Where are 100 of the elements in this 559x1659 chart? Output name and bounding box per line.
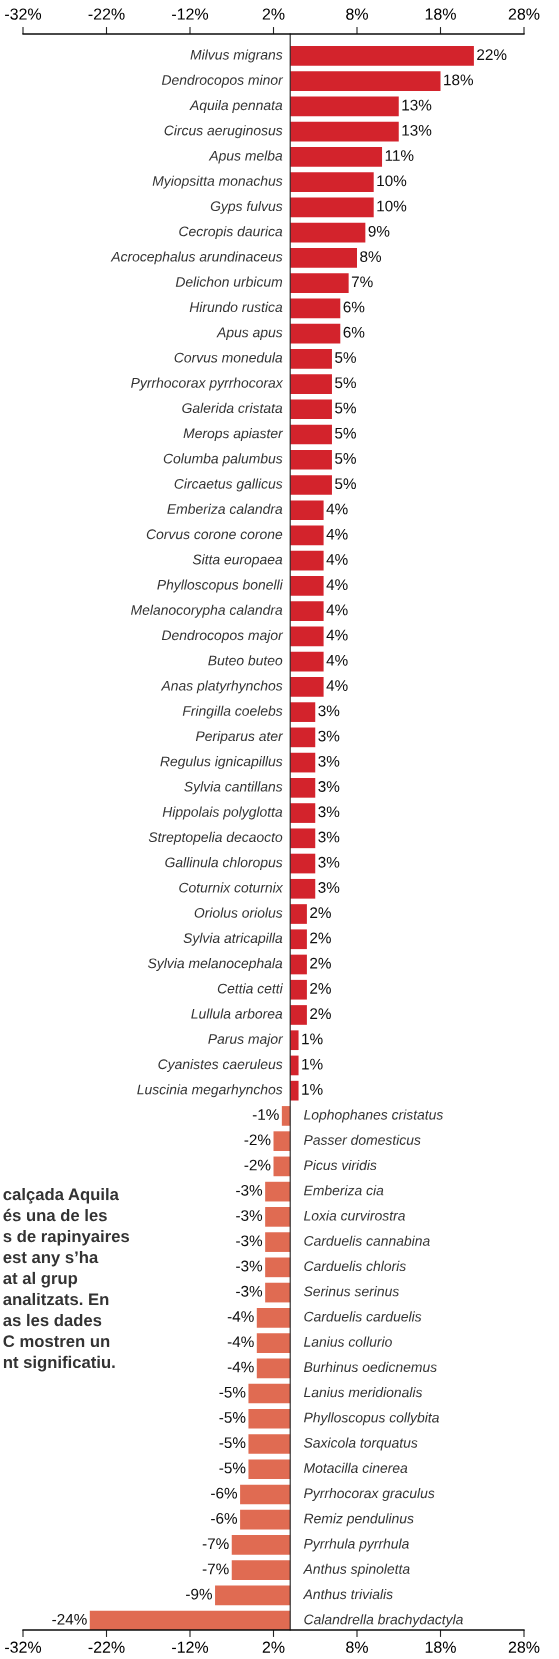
y-tick-label: Galerida cristata xyxy=(182,402,283,414)
bar xyxy=(290,601,324,622)
data-label: 2% xyxy=(310,1008,331,1020)
data-label: 3% xyxy=(318,882,340,893)
y-tick-label: Pyrrhula pyrrhula xyxy=(303,1538,409,1552)
y-tick-label: Emberiza cia xyxy=(303,1185,384,1196)
bar xyxy=(290,929,307,950)
bar xyxy=(290,777,316,798)
bar xyxy=(248,1383,291,1404)
x2-tick-label: -32% xyxy=(5,8,42,20)
data-label: 13% xyxy=(402,99,432,111)
bar xyxy=(281,1106,291,1126)
x2-tick-label: -22% xyxy=(88,8,125,20)
data-label: -5% xyxy=(219,1462,246,1474)
bar xyxy=(273,1156,291,1177)
y-tick-label: Periparus ater xyxy=(195,730,284,744)
data-label: -3% xyxy=(236,1184,263,1196)
data-label: 3% xyxy=(318,806,340,818)
bar xyxy=(290,550,324,571)
bar xyxy=(290,727,316,748)
x-tick-label: -12% xyxy=(172,1641,209,1653)
y-tick-label: Lanius meridionalis xyxy=(303,1387,423,1398)
bar xyxy=(290,172,374,192)
bar xyxy=(290,853,316,874)
bar xyxy=(240,1509,291,1530)
data-label: -2% xyxy=(244,1159,271,1171)
data-label: -6% xyxy=(211,1487,238,1499)
x-tick-label: 18% xyxy=(425,1641,456,1653)
bar xyxy=(290,46,474,66)
bar xyxy=(248,1434,291,1454)
bar xyxy=(265,1282,291,1303)
y-tick-label: Sylvia cantillans xyxy=(184,781,283,795)
bar xyxy=(290,904,307,924)
bar xyxy=(290,1055,299,1076)
y-tick-label: Streptopelia decaocto xyxy=(148,831,283,845)
bar xyxy=(290,197,374,218)
y-tick-label: Remiz pendulinus xyxy=(303,1513,414,1527)
bar xyxy=(256,1307,291,1328)
data-label: 4% xyxy=(326,528,348,540)
y-tick-label: Emberiza calandra xyxy=(167,503,283,514)
bar xyxy=(248,1459,291,1480)
y-tick-label: Anthus spinoletta xyxy=(302,1563,410,1577)
data-label: 4% xyxy=(326,655,348,666)
bar xyxy=(290,449,332,470)
data-label: -3% xyxy=(236,1210,263,1221)
y-tick-label: Carduelis carduelis xyxy=(304,1311,422,1322)
bar xyxy=(290,1030,299,1051)
y-tick-label: Sylvia atricapilla xyxy=(183,932,283,946)
data-label: 5% xyxy=(335,402,356,414)
bar xyxy=(290,71,441,92)
y-tick-label: Cettia cetti xyxy=(217,983,283,994)
y-tick-label: Hippolais polyglotta xyxy=(162,806,283,820)
data-label: 3% xyxy=(318,781,340,792)
bar xyxy=(290,273,349,293)
y-tick-label: Pyrrhocorax pyrrhocorax xyxy=(131,377,284,391)
bar xyxy=(215,1585,291,1606)
data-label: 5% xyxy=(335,453,356,464)
bar xyxy=(290,828,316,849)
data-label: 4% xyxy=(326,579,348,590)
y-tick-label: Lophophanes cristatus xyxy=(303,1109,444,1123)
data-label: -3% xyxy=(236,1235,263,1247)
bar xyxy=(290,500,324,521)
data-label: -7% xyxy=(202,1563,229,1575)
y-tick-label: Oriolus oriolus xyxy=(194,907,283,918)
data-label: 5% xyxy=(335,478,356,490)
data-label: 4% xyxy=(326,554,348,565)
y-tick-label: Apus melba xyxy=(208,150,283,164)
bar xyxy=(265,1232,291,1252)
bar xyxy=(290,1080,299,1101)
bar xyxy=(89,1610,291,1630)
bar xyxy=(290,348,332,369)
data-label: -24% xyxy=(52,1613,87,1625)
y-tick-label: Columba palumbus xyxy=(163,453,283,467)
y-tick-label: Gallinula chloropus xyxy=(165,857,283,871)
x-tick-label: -32% xyxy=(5,1641,42,1653)
y-tick-label: Circus aeruginosus xyxy=(164,125,283,139)
data-label: -4% xyxy=(227,1361,254,1373)
data-label: -5% xyxy=(219,1412,246,1423)
bar xyxy=(290,121,399,142)
y-tick-label: Aquila pennata xyxy=(189,99,283,113)
y-tick-label: Melanocorypha calandra xyxy=(131,604,283,618)
data-label: 1% xyxy=(302,1084,323,1095)
data-label: 5% xyxy=(335,427,356,439)
bar xyxy=(290,1005,307,1025)
bar xyxy=(290,576,324,596)
y-tick-label: Phylloscopus bonelli xyxy=(157,579,283,593)
bar xyxy=(273,1131,291,1151)
data-label: -7% xyxy=(202,1538,229,1549)
y-tick-label: Cecropis daurica xyxy=(179,226,283,240)
data-label: 3% xyxy=(318,831,340,843)
y-tick-label: Circaetus gallicus xyxy=(174,478,283,492)
bar xyxy=(290,525,324,546)
data-label: -9% xyxy=(186,1588,212,1600)
y-tick-label: Anthus trivialis xyxy=(302,1588,393,1600)
y-tick-label: Serinus serinus xyxy=(303,1286,399,1297)
y-tick-label: Passer domesticus xyxy=(303,1134,421,1145)
data-label: 22% xyxy=(477,49,507,60)
bar xyxy=(256,1333,291,1353)
y-tick-label: Pyrrhocorax graculus xyxy=(303,1488,435,1501)
x2-tick-label: 2% xyxy=(262,8,285,20)
